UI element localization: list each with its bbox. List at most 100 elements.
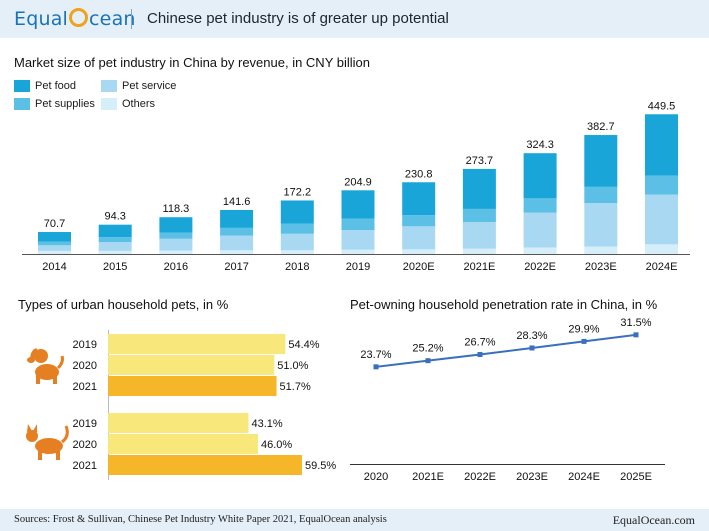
legend-item-pet-supplies: Pet supplies [14, 98, 95, 110]
bar-segment-pet-supplies-2019 [341, 218, 375, 231]
x-tick-label-2019: 2019 [346, 261, 370, 273]
legend-label-pet-food: Pet food [35, 80, 76, 92]
pet-bar-dog-2019 [108, 334, 286, 354]
bar-segment-pet-food-2018 [280, 200, 314, 224]
x-tick-label-2017: 2017 [224, 261, 248, 273]
legend-swatch-others [101, 98, 117, 110]
bar-segment-pet-service-2019 [341, 230, 375, 250]
legend-item-others: Others [101, 98, 155, 110]
page-title: Chinese pet industry is of greater up po… [147, 10, 449, 27]
logo-text-left: Equal [14, 8, 69, 30]
x-tick-label-2022e: 2022E [524, 261, 556, 273]
bar-segment-pet-service-2015 [98, 242, 132, 251]
logo-text-right: cean [89, 8, 136, 30]
pet-value-label-cat-2019: 43.1% [252, 418, 283, 430]
bar-total-label-2023e: 382.7 [587, 121, 615, 133]
legend-swatch-pet-service [101, 80, 117, 92]
legend-label-pet-service: Pet service [122, 80, 177, 92]
bar-segment-pet-supplies-2015 [98, 237, 132, 243]
bar-total-label-2021e: 273.7 [466, 155, 494, 167]
line-x-tick-label-2021e: 2021E [412, 471, 444, 483]
pet-value-label-dog-2019: 54.4% [288, 339, 319, 351]
penetration-point-2025e [633, 332, 639, 338]
x-tick-label-2023e: 2023E [585, 261, 617, 273]
pet-value-label-dog-2020: 51.0% [277, 360, 308, 372]
bar-segment-pet-food-2024e [645, 114, 678, 176]
legend-label-pet-supplies: Pet supplies [35, 98, 95, 110]
penetration-value-label-2023e: 28.3% [516, 330, 547, 342]
bar-segment-others-2021e [462, 248, 496, 254]
bar-total-label-2024e: 449.5 [648, 100, 676, 112]
bar-total-label-2019: 204.9 [344, 176, 372, 188]
cat-icon [26, 424, 69, 460]
x-tick-label-2015: 2015 [103, 261, 127, 273]
bar-total-label-2018: 172.2 [284, 186, 312, 198]
pet-value-label-dog-2021: 51.7% [280, 381, 311, 393]
x-tick-label-2020e: 2020E [403, 261, 435, 273]
bar-total-label-2016: 118.3 [163, 203, 190, 215]
bar-segment-others-2020e [402, 249, 436, 254]
bar-segment-pet-supplies-2018 [280, 223, 314, 234]
pet-year-label-cat-2021: 2021 [73, 460, 97, 472]
bar-segment-pet-food-2015 [98, 224, 132, 238]
bar-segment-others-2014 [38, 250, 71, 254]
line-x-tick-label-2024e: 2024E [568, 471, 600, 483]
penetration-value-label-2024e: 29.9% [568, 323, 599, 335]
pet-bar-cat-2021 [108, 455, 302, 475]
bar-segment-pet-supplies-2023e [584, 186, 618, 204]
penetration-chart-title: Pet-owning household penetration rate in… [350, 297, 658, 312]
bar-segment-pet-supplies-2024e [645, 175, 678, 195]
pet-year-label-cat-2019: 2019 [73, 418, 97, 430]
penetration-value-label-2021e: 25.2% [412, 343, 443, 355]
pet-year-label-dog-2021: 2021 [73, 381, 97, 393]
bar-segment-others-2019 [341, 249, 375, 254]
bar-segment-others-2022e [523, 247, 557, 254]
bar-segment-pet-food-2019 [341, 190, 375, 219]
bar-segment-pet-supplies-2017 [220, 227, 254, 236]
bar-total-label-2020e: 230.8 [405, 168, 433, 180]
line-x-tick-label-2022e: 2022E [464, 471, 496, 483]
bar-segment-pet-service-2020e [402, 226, 436, 250]
market-size-chart-title: Market size of pet industry in China by … [14, 55, 370, 70]
pet-year-label-dog-2020: 2020 [73, 360, 97, 372]
pet-bar-cat-2019 [108, 413, 249, 433]
bar-segment-others-2015 [98, 250, 132, 254]
x-tick-label-2014: 2014 [42, 261, 66, 273]
bar-segment-pet-supplies-2021e [462, 208, 496, 222]
legend-swatch-pet-supplies [14, 98, 30, 110]
bar-segment-pet-service-2016 [159, 238, 193, 251]
penetration-value-label-2022e: 26.7% [464, 337, 495, 349]
x-tick-label-2021e: 2021E [463, 261, 495, 273]
bar-segment-pet-supplies-2014 [38, 241, 71, 246]
bar-segment-pet-food-2021e [462, 168, 496, 209]
pet-year-label-cat-2020: 2020 [73, 439, 97, 451]
bar-segment-others-2017 [220, 250, 254, 254]
bar-segment-pet-food-2016 [159, 217, 193, 233]
penetration-value-label-2020: 23.7% [360, 349, 391, 361]
legend-swatch-pet-food [14, 80, 30, 92]
bar-segment-pet-service-2022e [523, 212, 557, 248]
x-tick-label-2016: 2016 [164, 261, 188, 273]
bar-segment-pet-supplies-2020e [402, 215, 436, 227]
bar-total-label-2014: 70.7 [44, 218, 65, 230]
penetration-point-2023e [529, 345, 535, 351]
bar-segment-pet-service-2018 [280, 233, 314, 251]
bar-segment-pet-food-2022e [523, 153, 557, 199]
bar-total-label-2015: 94.3 [104, 211, 125, 223]
legend-item-pet-service: Pet service [101, 80, 176, 92]
equalocean-logo: Equal cean [14, 8, 136, 30]
header-divider [131, 9, 132, 29]
bar-segment-others-2018 [280, 250, 314, 254]
legend-label-others: Others [122, 98, 156, 110]
footer-source-text: Sources: Frost & Sullivan, Chinese Pet I… [14, 514, 387, 525]
legend-item-pet-food: Pet food [14, 80, 76, 92]
penetration-point-2021e [425, 358, 431, 364]
bar-total-label-2022e: 324.3 [526, 139, 554, 151]
bar-segment-others-2024e [645, 244, 678, 254]
footer-brand-text: EqualOcean.com [612, 513, 695, 527]
pet-bar-dog-2021 [108, 376, 277, 396]
